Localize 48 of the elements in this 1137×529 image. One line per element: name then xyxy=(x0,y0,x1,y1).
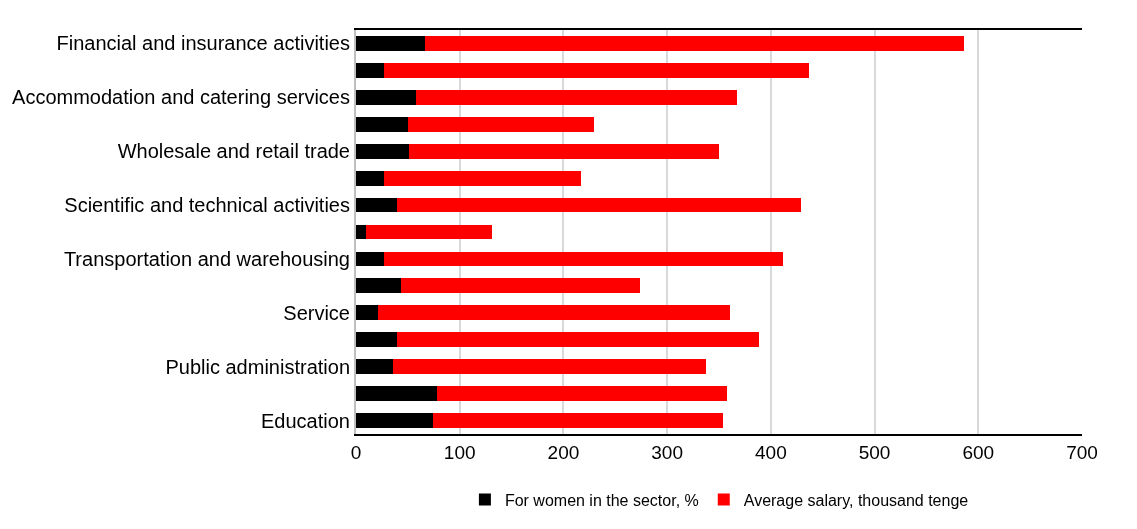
x-tick-label: 0 xyxy=(350,441,362,463)
bar xyxy=(356,278,401,294)
bar xyxy=(356,305,378,321)
bar xyxy=(397,197,801,213)
y-tick-label: Service xyxy=(283,301,350,324)
bar xyxy=(356,197,398,213)
bar xyxy=(356,251,384,267)
x-tick-label: 400 xyxy=(755,441,787,463)
y-tick-label: Transportation and warehousing xyxy=(63,247,350,270)
bar xyxy=(416,89,737,105)
bar xyxy=(384,170,582,186)
bar xyxy=(356,62,384,78)
legend-label: For women in the sector, % xyxy=(504,491,699,509)
y-tick-label: Financial and insurance activities xyxy=(56,32,350,55)
bar xyxy=(356,116,408,132)
bar xyxy=(384,62,810,78)
bar xyxy=(356,359,394,375)
bar xyxy=(356,170,384,186)
bar xyxy=(356,413,433,428)
bar xyxy=(366,224,492,240)
bar xyxy=(356,386,437,402)
y-tick-label: Accommodation and catering services xyxy=(12,86,350,109)
bar xyxy=(407,116,594,132)
legend-label: Average salary, thousand tenge xyxy=(743,491,969,509)
bar xyxy=(377,305,731,321)
y-tick-label: Scientific and technical activities xyxy=(64,194,350,217)
bar xyxy=(356,143,409,159)
y-tick-label: Education xyxy=(261,409,350,432)
x-tick-label: 500 xyxy=(858,441,891,463)
bar xyxy=(356,332,398,348)
y-tick-label: Public administration xyxy=(165,355,350,378)
bar xyxy=(384,251,784,267)
bar xyxy=(356,224,367,240)
x-tick-label: 600 xyxy=(962,441,995,463)
bar xyxy=(436,386,728,402)
bar xyxy=(356,36,426,51)
bar xyxy=(356,89,417,105)
bar xyxy=(393,359,706,375)
y-tick-label: Wholesale and retail trade xyxy=(117,140,350,163)
x-tick-label: 300 xyxy=(651,441,683,463)
x-tick-label: 200 xyxy=(547,441,580,463)
x-tick-label: 100 xyxy=(443,441,476,463)
bar xyxy=(425,36,964,51)
bar xyxy=(432,413,724,428)
x-tick-label: 700 xyxy=(1066,441,1098,463)
bar xyxy=(408,143,719,159)
bar xyxy=(400,278,641,294)
bar xyxy=(397,332,760,348)
